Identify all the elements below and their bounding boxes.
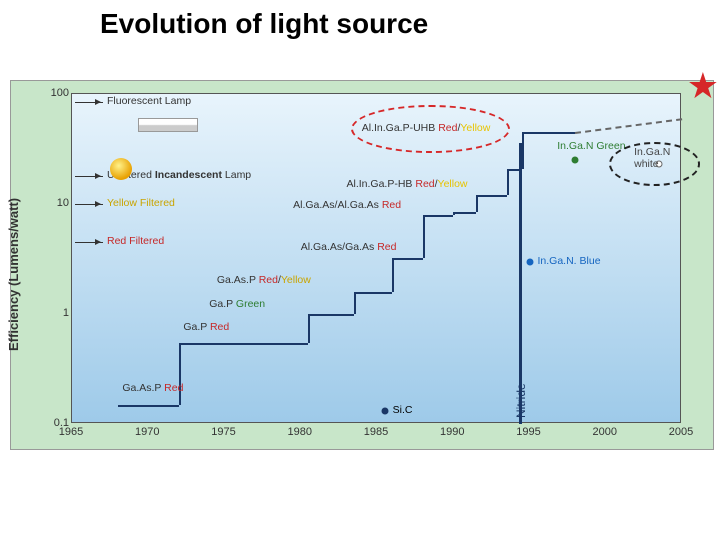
step-segment [453,212,476,214]
point-label: In.Ga.N Green [557,140,625,152]
step-rise [453,212,455,215]
y-tick: 10 [41,197,69,209]
highlight-ellipse [609,142,701,186]
fluorescent-lamp-icon [138,118,198,132]
chart-container: Efficiency (Lumens/watt) 0.1110100 19651… [10,80,714,450]
step-rise [476,195,478,211]
step-segment [522,132,575,134]
step-rise [522,132,524,168]
star-icon: ★ [687,68,719,104]
step-rise [308,314,310,343]
x-tick: 1995 [516,426,540,438]
tech-label: Al.Ga.As/Al.Ga.As Red [293,199,401,211]
highlight-ellipse [351,105,510,153]
nitride-label: Nitride [514,383,528,418]
x-tick: 1985 [364,426,388,438]
step-segment [308,314,354,316]
reference-line [75,204,103,205]
data-point [526,258,533,265]
point-label: In.Ga.N. Blue [538,255,601,267]
tech-label: Ga.As.P Red [122,382,183,394]
y-tick: 1 [41,307,69,319]
tech-label: Al.Ga.As/Ga.As Red [301,241,397,253]
page-title: Evolution of light source [100,8,428,40]
x-tick: 1970 [135,426,159,438]
x-tick: 1980 [288,426,312,438]
tech-label: Ga.P Green [209,298,265,310]
tech-label: Al.In.Ga.P-HB Red/Yellow [347,178,468,190]
step-segment [476,195,507,197]
reference-label: Fluorescent Lamp [107,95,191,107]
data-point [381,408,388,415]
step-segment [354,292,392,294]
y-tick: 100 [41,87,69,99]
reference-line [75,242,103,243]
y-axis-label: Efficiency (Lumens/watt) [6,198,21,351]
nitride-line [519,143,522,424]
x-tick: 2005 [669,426,693,438]
step-rise [392,258,394,291]
plot-area: Fluorescent LampUnfiltered Incandescent … [71,93,681,423]
reference-label: Red Filtered [107,235,164,247]
x-tick: 2000 [593,426,617,438]
step-segment [118,405,179,407]
point-label: Si.C [393,404,413,416]
step-segment [392,258,423,260]
step-rise [507,169,509,196]
dashed-continuation [575,118,682,134]
reference-label: Yellow Filtered [107,197,175,209]
tech-label: Ga.P Red [183,321,229,333]
x-tick: 1975 [211,426,235,438]
data-point [572,157,579,164]
step-segment [179,343,309,345]
x-tick: 1990 [440,426,464,438]
step-rise [354,292,356,314]
tech-label: Ga.As.P Red/Yellow [217,274,311,286]
reference-line [75,176,103,177]
reference-line [75,102,103,103]
step-rise [423,215,425,259]
step-segment [423,215,454,217]
x-tick: 1965 [59,426,83,438]
step-rise [179,343,181,405]
